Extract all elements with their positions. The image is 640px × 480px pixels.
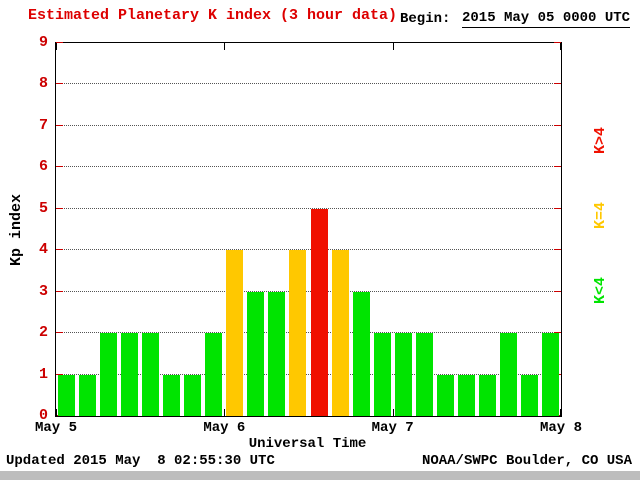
kp-bar (142, 333, 160, 416)
y-tick (56, 42, 63, 43)
kp-bar (121, 333, 139, 416)
y-tick-label: 0 (38, 407, 48, 424)
x-tick (392, 409, 394, 416)
chart-title: Estimated Planetary K index (3 hour data… (28, 7, 398, 24)
kp-bar (205, 333, 223, 416)
x-tick (224, 409, 226, 416)
x-tick (56, 43, 57, 50)
kp-bar (226, 250, 244, 416)
plot-area: 0 1 2 3 4 5 6 7 8 9 May 5 May 6 May 7 May 8 (35, 34, 582, 436)
y-tick (554, 290, 561, 292)
x-tick-label: May 5 (34, 420, 77, 436)
kp-bar (331, 250, 349, 416)
y-tick-label: 3 (38, 282, 48, 300)
x-axis-title: Universal Time (248, 436, 367, 452)
legend-label: K<4 (592, 276, 609, 304)
y-tick-label: 2 (38, 324, 48, 342)
y-tick (554, 332, 561, 334)
x-tick (56, 409, 57, 416)
gridline (56, 166, 561, 168)
y-tick-label: 1 (38, 365, 48, 383)
y-tick-label: 7 (38, 116, 48, 134)
y-tick-label: 9 (38, 34, 48, 51)
begin-value: 2015 May 05 0000 UTC (462, 10, 631, 28)
y-tick-label: 5 (38, 199, 48, 217)
gridline (56, 207, 561, 209)
x-tick-label: May 8 (539, 420, 582, 436)
legend-label: K>4 (592, 126, 609, 154)
kp-bar (541, 333, 559, 416)
gridline (56, 124, 561, 126)
y-tick (554, 249, 561, 251)
kp-bar (520, 374, 538, 416)
bottom-gray-strip (0, 471, 640, 480)
x-tick (392, 43, 394, 50)
source-attribution: NOAA/SWPC Boulder, CO USA (421, 453, 632, 469)
kp-bar (352, 291, 370, 416)
kp-bar (457, 374, 475, 416)
x-tick-label: May 6 (203, 420, 246, 436)
y-tick (554, 83, 561, 85)
y-tick (554, 124, 561, 126)
legend: K>4 K=4 K<4 (592, 115, 609, 315)
x-tick (560, 43, 561, 50)
kp-bar (289, 250, 307, 416)
kp-bar (268, 291, 286, 416)
y-tick (56, 207, 63, 209)
y-tick-label: 4 (38, 241, 48, 259)
y-tick (56, 166, 63, 168)
kp-bar (79, 374, 97, 416)
y-tick (56, 83, 63, 85)
gridline (56, 290, 561, 292)
y-tick-label: 8 (38, 75, 48, 93)
x-tick (560, 409, 561, 416)
begin-label: Begin: (400, 11, 451, 27)
kp-bar (373, 333, 391, 416)
kp-bar (58, 374, 76, 416)
y-tick (554, 42, 561, 43)
x-tick-label: May 7 (371, 420, 414, 436)
kp-bar (499, 333, 517, 416)
y-axis-title: Kp index (8, 194, 25, 267)
legend-label: K=4 (592, 201, 609, 229)
y-tick (56, 290, 63, 292)
gridline (56, 83, 561, 85)
gridline (56, 332, 561, 334)
y-tick (56, 124, 63, 126)
kp-bar (100, 333, 118, 416)
kp-bar (184, 374, 202, 416)
kp-bar (310, 208, 328, 416)
y-tick (56, 332, 63, 334)
gridline (56, 373, 561, 375)
y-tick (56, 373, 63, 375)
y-tick-label: 6 (38, 158, 48, 176)
kp-bar (415, 333, 433, 416)
kp-bar (247, 291, 265, 416)
y-tick (56, 249, 63, 251)
y-tick (554, 207, 561, 209)
x-tick (224, 43, 226, 50)
y-tick (554, 166, 561, 168)
gridline (56, 249, 561, 251)
kp-bar (478, 374, 496, 416)
updated-timestamp: Updated 2015 May 8 02:55:30 UTC (6, 453, 275, 469)
kp-bar (163, 374, 181, 416)
kp-bar (436, 374, 454, 416)
kp-bar (394, 333, 412, 416)
